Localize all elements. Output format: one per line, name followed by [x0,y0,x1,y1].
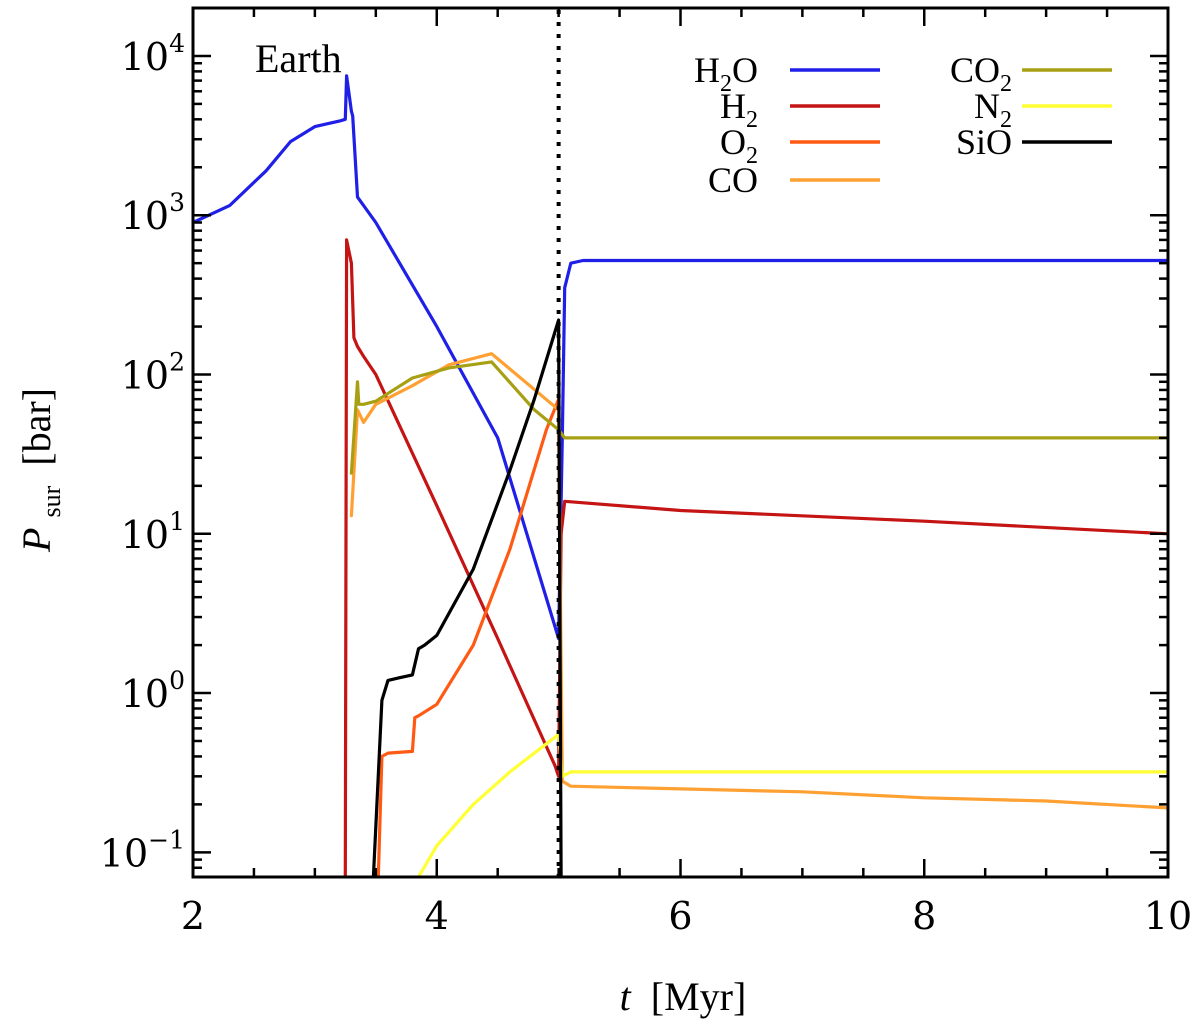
series-line-n2 [416,732,1168,877]
x-tick-label: 2 [181,894,205,938]
series-line-h2o [193,74,1168,641]
legend-label-co2: CO2 [950,50,1012,97]
series-line-sio [371,318,563,877]
y-axis-symbol: P [14,528,59,553]
x-axis-title: t [Myr] [620,974,747,1019]
y-axis-title: P sur [bar] [14,388,69,553]
series-line-co2 [349,360,1168,475]
series-line-h2 [343,238,1168,877]
x-tick-label: 10 [1144,894,1192,938]
y-tick-label: 102 [121,347,185,397]
y-tick-label: 10−1 [100,825,185,875]
legend-label-o2: O2 [720,122,758,169]
x-axis-unit: [Myr] [651,974,747,1019]
ticks-layer: 2 4 6 8 10 10−1 100 101 102 103 104 [100,6,1192,938]
legend-label-h2: H2 [720,86,758,133]
x-tick-label: 8 [912,894,936,938]
plot-frame [191,6,1170,879]
legend-label-sio: SiO [956,122,1012,162]
legend-label-n2: N2 [974,86,1012,133]
legend-label-h2o: H2O [694,50,758,97]
y-tick-label: 104 [121,29,185,79]
y-axis-unit: [bar] [14,388,59,466]
x-axis-symbol: t [620,974,632,1019]
earth-annotation: Earth [255,36,342,81]
y-tick-label: 101 [121,507,185,557]
series-line-o2 [376,397,563,877]
y-axis-subscript: sur [37,485,66,517]
legend-label-co: CO [708,160,758,200]
y-tick-label: 103 [121,188,185,238]
y-tick-label: 100 [121,666,185,716]
x-tick-label: 4 [425,894,449,938]
x-tick-label: 6 [668,894,692,938]
